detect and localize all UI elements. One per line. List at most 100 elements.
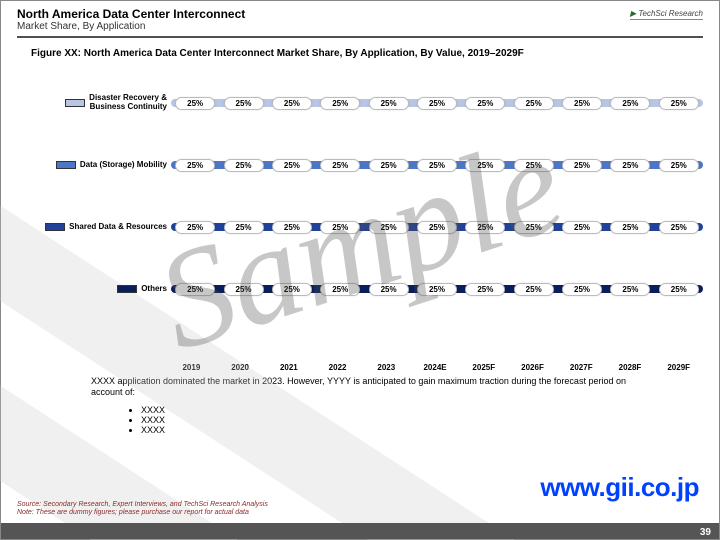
data-pill: 25% [272,159,312,172]
narrative-bullets: XXXXXXXXXXXX [101,405,719,435]
chart-row: Data (Storage) Mobility25%25%25%25%25%25… [17,153,703,177]
x-axis-label: 2024E [411,363,460,372]
data-pill: 25% [514,97,554,110]
narrative-paragraph: XXXX application dominated the market in… [91,376,659,399]
data-pill: 25% [417,159,457,172]
data-pill: 25% [659,97,699,110]
source-line-1: Source: Secondary Research, Expert Inter… [17,501,268,509]
data-node: 25% [558,159,606,172]
data-node: 25% [364,283,412,296]
data-node: 25% [268,221,316,234]
footer-bar [1,523,719,539]
x-axis-label: 2023 [362,363,411,372]
data-node: 25% [655,97,703,110]
data-pill: 25% [175,283,215,296]
row-nodes: 25% 25% 25% 25% 25% 25% 25% 25% 25% 25% 25% [171,157,703,173]
data-pill: 25% [465,97,505,110]
data-pill: 25% [224,283,264,296]
x-axis-label: 2026F [508,363,557,372]
data-node: 25% [606,221,654,234]
data-pill: 25% [562,97,602,110]
data-pill: 25% [514,283,554,296]
data-node: 25% [510,159,558,172]
page-title: North America Data Center Interconnect [17,7,703,21]
data-node: 25% [316,221,364,234]
slide-page: North America Data Center Interconnect M… [0,0,720,540]
data-node: 25% [364,159,412,172]
data-pill: 25% [417,283,457,296]
data-pill: 25% [417,221,457,234]
data-pill: 25% [610,283,650,296]
data-pill: 25% [562,283,602,296]
data-node: 25% [606,97,654,110]
chart-area: Disaster Recovery &Business Continuity25… [17,73,703,353]
data-pill: 25% [320,97,360,110]
data-node: 25% [219,221,267,234]
data-node: 25% [558,283,606,296]
data-pill: 25% [175,97,215,110]
header-divider [17,36,703,38]
data-node: 25% [558,221,606,234]
data-pill: 25% [369,97,409,110]
bullet-item: XXXX [141,405,719,415]
x-axis: 201920202021202220232024E2025F2026F2027F… [167,363,703,372]
data-node: 25% [316,159,364,172]
data-node: 25% [510,221,558,234]
data-pill: 25% [175,159,215,172]
data-node: 25% [268,283,316,296]
data-pill: 25% [514,159,554,172]
data-pill: 25% [659,159,699,172]
data-pill: 25% [465,159,505,172]
data-pill: 25% [224,97,264,110]
brand-logo: ▶ TechSci Research [630,9,703,18]
x-axis-label: 2022 [313,363,362,372]
data-node: 25% [171,221,219,234]
data-pill: 25% [320,283,360,296]
data-pill: 25% [369,283,409,296]
data-pill: 25% [610,159,650,172]
figure-title: Figure XX: North America Data Center Int… [31,48,719,59]
data-pill: 25% [659,221,699,234]
x-axis-label: 2019 [167,363,216,372]
data-pill: 25% [610,221,650,234]
source-line-2: Note: These are dummy figures; please pu… [17,509,268,517]
data-pill: 25% [320,221,360,234]
data-node: 25% [510,283,558,296]
data-node: 25% [413,221,461,234]
data-node: 25% [655,221,703,234]
row-label: Shared Data & Resources [17,223,171,232]
x-axis-label: 2029F [654,363,703,372]
row-label: Data (Storage) Mobility [17,161,171,170]
row-nodes: 25%25%25%25%25%25%25%25%25%25%25% [171,219,703,235]
data-pill: 25% [417,97,457,110]
data-pill: 25% [369,159,409,172]
row-nodes: 25% 25% 25% 25% 25% 25% 25% 25% 25% 25% 25% [171,95,703,111]
row-label: Others [17,285,171,294]
data-pill: 25% [514,221,554,234]
data-node: 25% [413,159,461,172]
data-node: 25% [171,97,219,110]
legend-swatch [117,285,137,293]
data-node: 25% [413,283,461,296]
legend-swatch [45,223,65,231]
data-pill: 25% [272,97,312,110]
data-node: 25% [171,283,219,296]
bullet-item: XXXX [141,425,719,435]
data-node: 25% [219,283,267,296]
data-pill: 25% [610,97,650,110]
legend-swatch [56,161,76,169]
x-axis-label: 2027F [557,363,606,372]
row-label: Disaster Recovery &Business Continuity [17,94,171,112]
x-axis-label: 2020 [216,363,265,372]
page-subtitle: Market Share, By Application [17,21,703,32]
chart-row: Disaster Recovery &Business Continuity25… [17,91,703,115]
legend-swatch [65,99,85,107]
data-node: 25% [219,159,267,172]
x-axis-label: 2021 [264,363,313,372]
data-pill: 25% [224,221,264,234]
data-node: 25% [461,283,509,296]
data-node: 25% [413,97,461,110]
data-pill: 25% [659,283,699,296]
data-node: 25% [558,97,606,110]
data-node: 25% [268,159,316,172]
